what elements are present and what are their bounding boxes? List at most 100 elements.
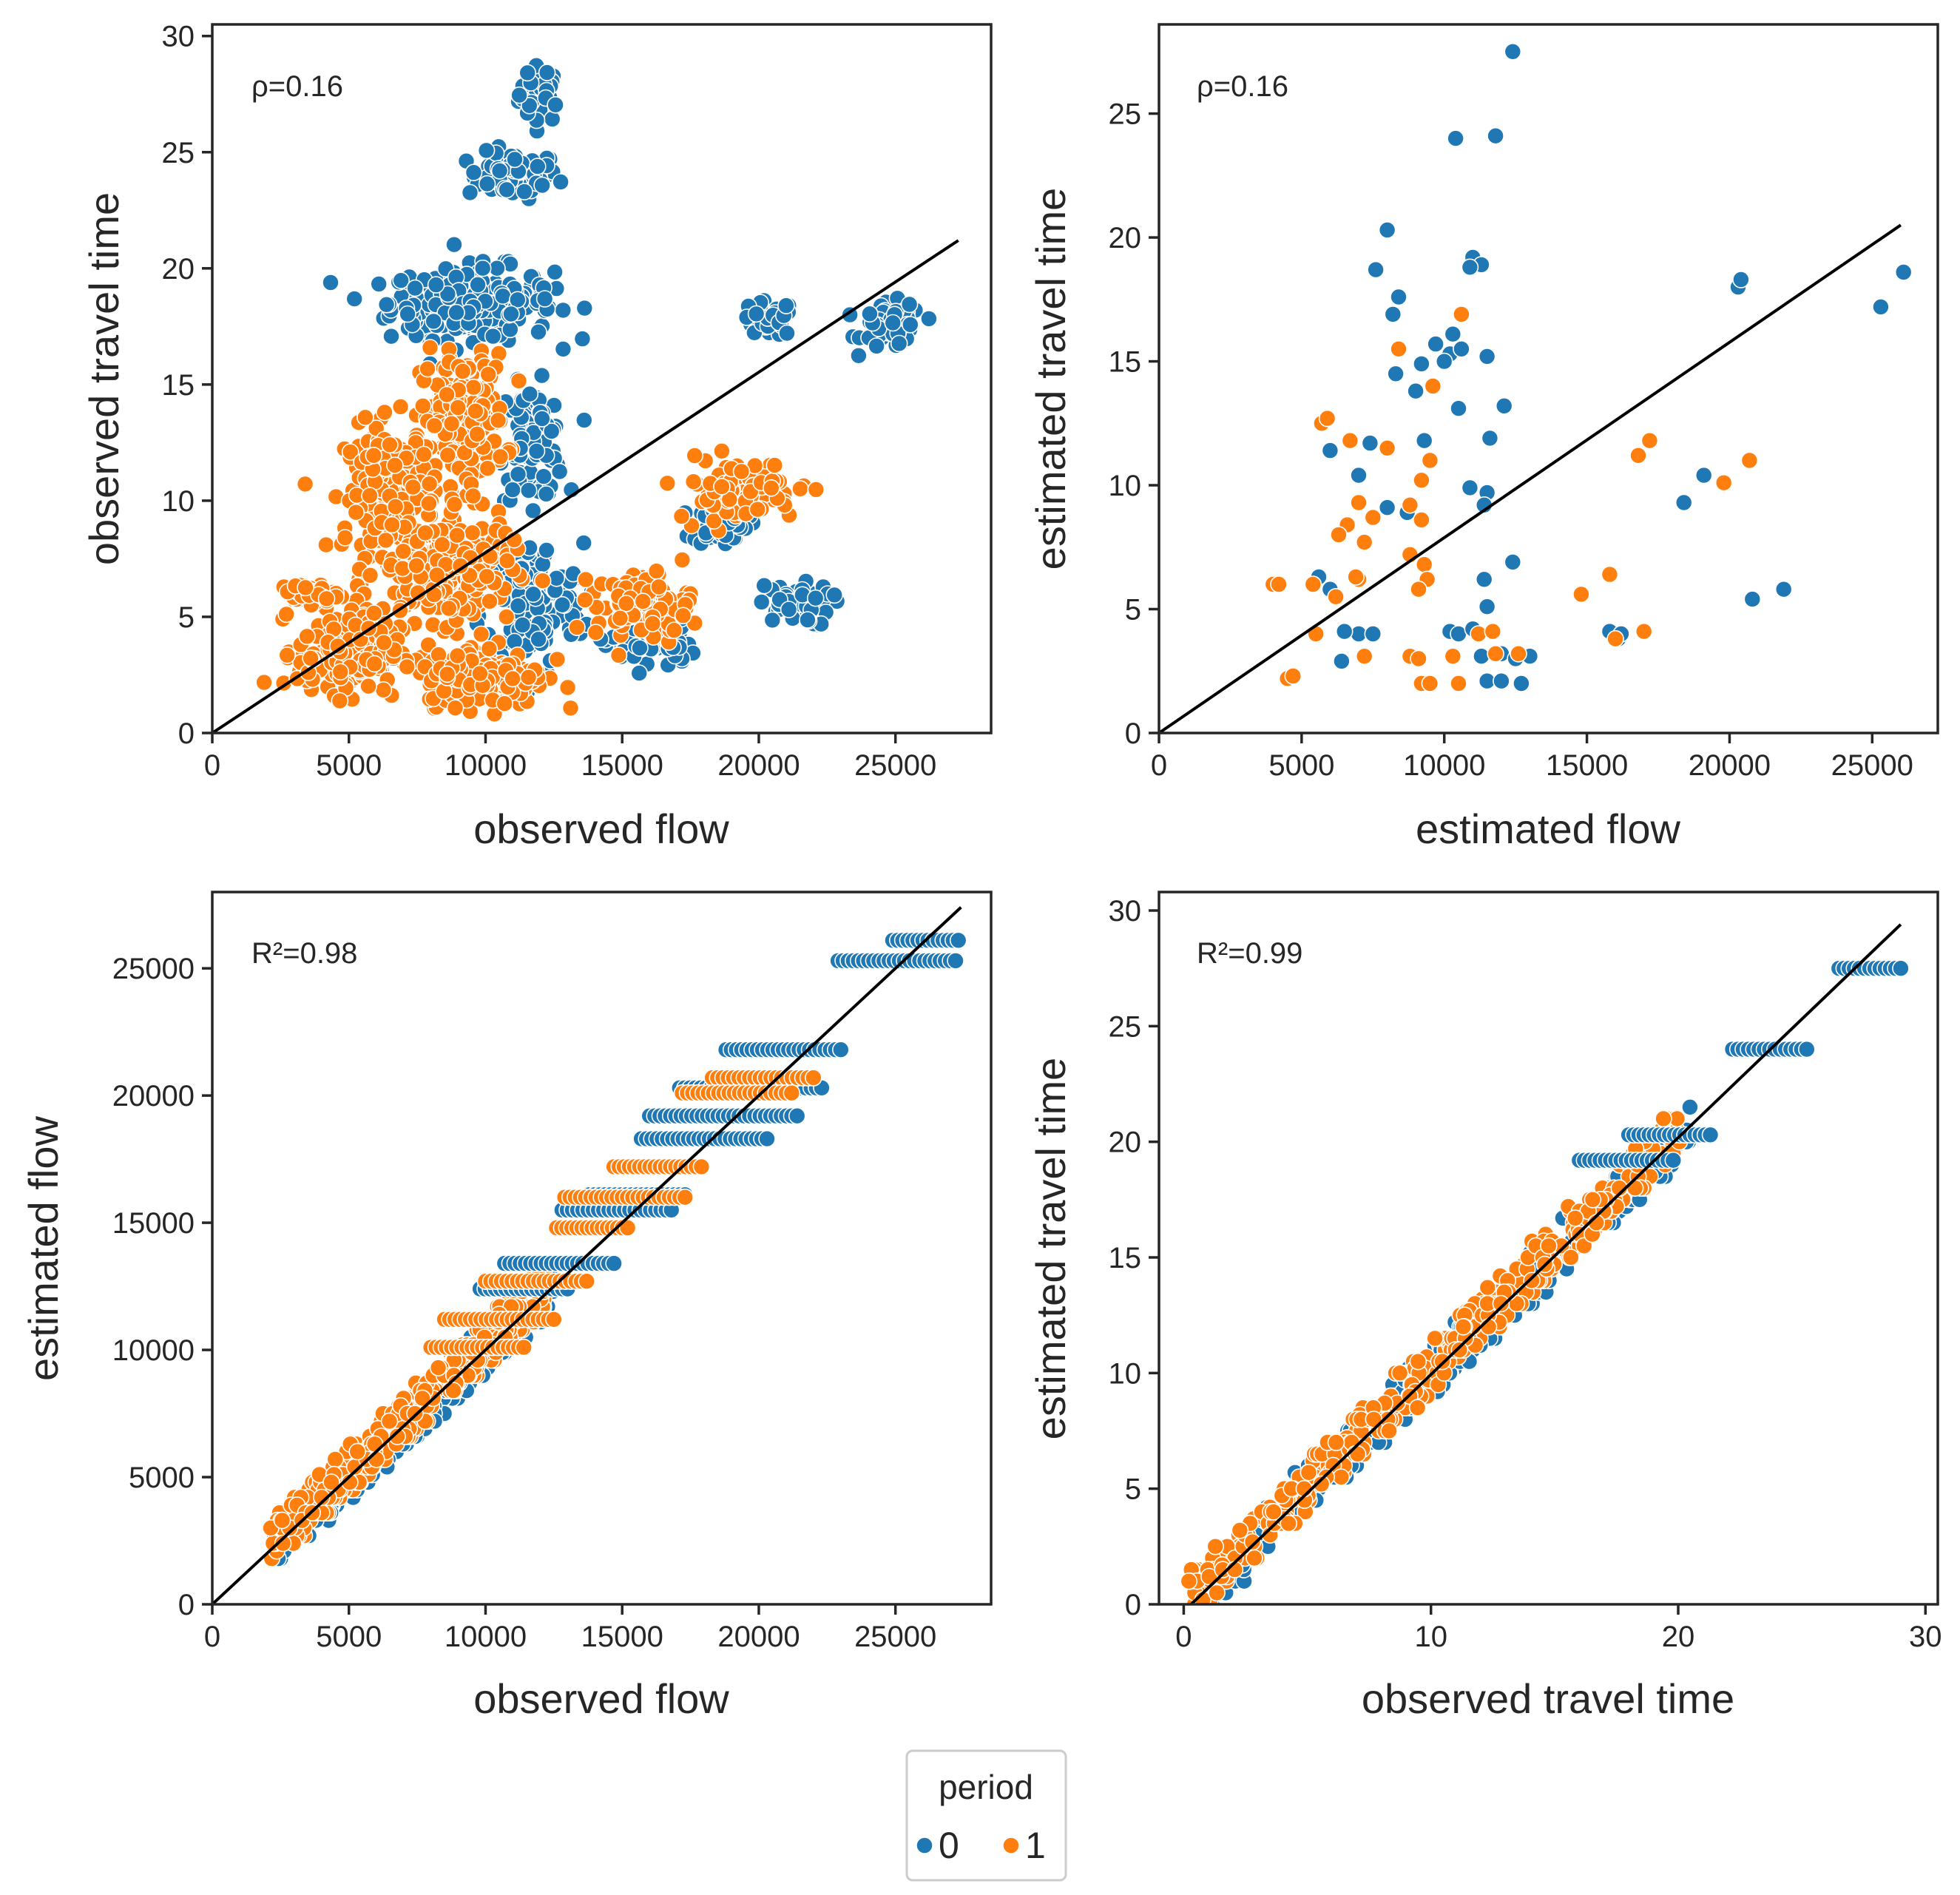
x-tick-label: 10000 [445, 749, 527, 782]
data-point-period-0 [825, 586, 843, 604]
data-point-period-1 [1206, 1538, 1224, 1555]
data-point-period-1 [433, 536, 451, 554]
y-tick-label: 25000 [112, 953, 195, 985]
data-point-period-0 [1378, 221, 1396, 239]
data-point-period-1 [439, 599, 458, 618]
y-tick-label: 10 [1109, 470, 1142, 502]
data-point-period-1 [1180, 1572, 1198, 1590]
data-point-period-0 [537, 485, 555, 503]
data-point-period-1 [1655, 1109, 1672, 1128]
data-point-period-1 [658, 474, 677, 493]
annotation-r2: R²=0.98 [251, 937, 357, 970]
data-point-period-1 [331, 663, 350, 681]
data-point-period-1 [1444, 647, 1462, 666]
data-point-period-1 [446, 699, 464, 717]
data-point-period-0 [1504, 553, 1522, 571]
data-point-period-1 [1714, 473, 1733, 492]
data-point-period-1 [1450, 675, 1467, 692]
x-tick-label: 25000 [1831, 749, 1913, 782]
data-point-period-0 [425, 312, 443, 331]
data-point-period-0 [547, 96, 564, 114]
reference-line [212, 239, 959, 733]
data-point-period-1 [420, 494, 438, 513]
annotation-rho: ρ=0.16 [1197, 70, 1288, 103]
data-point-period-1 [504, 669, 521, 688]
data-point-period-1 [1487, 644, 1504, 663]
x-tick-label: 10000 [1403, 749, 1485, 782]
data-point-period-0 [747, 305, 766, 323]
x-axis-label: observed flow [473, 805, 729, 852]
y-tick-label: 30 [162, 21, 195, 53]
data-point-period-0 [484, 327, 502, 345]
data-point-period-1 [1584, 1191, 1602, 1209]
y-tick-label: 25 [1109, 98, 1142, 131]
data-point-period-0 [530, 630, 547, 649]
data-point-period-0 [510, 86, 528, 104]
data-point-period-0 [1478, 348, 1496, 365]
data-point-period-1 [1523, 1271, 1541, 1290]
x-tick-label: 0 [204, 749, 220, 782]
data-point-period-1 [1510, 644, 1527, 663]
data-point-period-1 [451, 557, 470, 575]
data-point-period-0 [1701, 1126, 1720, 1144]
data-point-period-0 [535, 290, 554, 308]
data-point-period-0 [799, 611, 817, 629]
data-point-period-0 [399, 305, 416, 323]
legend: period 0 1 [905, 1749, 1067, 1882]
data-point-period-1 [1312, 1475, 1331, 1493]
legend-label-0: 0 [939, 1825, 959, 1866]
data-point-period-1 [326, 1450, 345, 1468]
data-point-period-1 [336, 529, 354, 547]
data-point-period-0 [1461, 258, 1479, 277]
y-tick-label: 10000 [112, 1334, 195, 1367]
data-point-period-1 [497, 608, 516, 626]
data-point-period-0 [1390, 288, 1408, 306]
y-tick-label: 10 [162, 485, 195, 518]
data-point-period-0 [1675, 493, 1693, 512]
data-point-period-1 [1304, 575, 1322, 593]
data-point-period-1 [1410, 580, 1427, 598]
x-axis-label: observed travel time [1362, 1675, 1734, 1722]
data-point-period-0 [504, 481, 521, 499]
y-tick-label: 0 [178, 1589, 195, 1621]
plot-frame [1158, 23, 1939, 734]
data-point-period-1 [453, 362, 472, 380]
data-point-period-1 [478, 567, 496, 586]
data-point-period-1 [1479, 1278, 1497, 1297]
data-point-period-1 [273, 1511, 291, 1530]
data-point-period-1 [463, 524, 481, 542]
panel-observed-flow-vs-time: 0 5000 10000 15000 20000 25000 0 5 10 15 20 25 30 ρ… [81, 21, 993, 852]
data-point-period-1 [398, 658, 416, 676]
data-point-period-0 [1335, 622, 1354, 641]
data-point-period-1 [348, 1442, 367, 1461]
data-point-period-0 [527, 442, 546, 460]
data-point-period-1 [374, 680, 393, 699]
data-point-period-0 [461, 183, 479, 202]
data-point-period-0 [1447, 129, 1464, 147]
x-tick-label: 20000 [1689, 749, 1771, 782]
data-point-period-0 [498, 180, 516, 199]
data-point-period-1 [376, 531, 395, 550]
data-point-period-0 [1743, 590, 1762, 608]
data-point-period-1 [609, 646, 628, 664]
data-point-period-1 [438, 385, 456, 404]
data-point-period-1 [331, 692, 349, 710]
data-point-period-1 [445, 496, 464, 513]
x-axis-label: estimated flow [1416, 805, 1680, 852]
data-point-period-0 [1364, 625, 1382, 643]
legend-marker-1 [1002, 1837, 1020, 1854]
data-point-period-0 [949, 931, 967, 950]
data-point-period-0 [902, 316, 919, 334]
plot-frame [211, 891, 993, 1606]
data-point-period-1 [375, 633, 393, 652]
data-point-period-1 [416, 524, 434, 542]
data-point-period-1 [1450, 1341, 1469, 1359]
data-point-period-0 [478, 175, 496, 193]
data-point-period-0 [473, 259, 492, 277]
x-tick-label: 5000 [1268, 749, 1334, 782]
data-point-period-0 [920, 310, 938, 328]
annotation-r2: R²=0.99 [1197, 937, 1302, 970]
y-axis-label: estimated travel time [1027, 188, 1074, 570]
data-point-period-0 [1664, 1151, 1683, 1169]
